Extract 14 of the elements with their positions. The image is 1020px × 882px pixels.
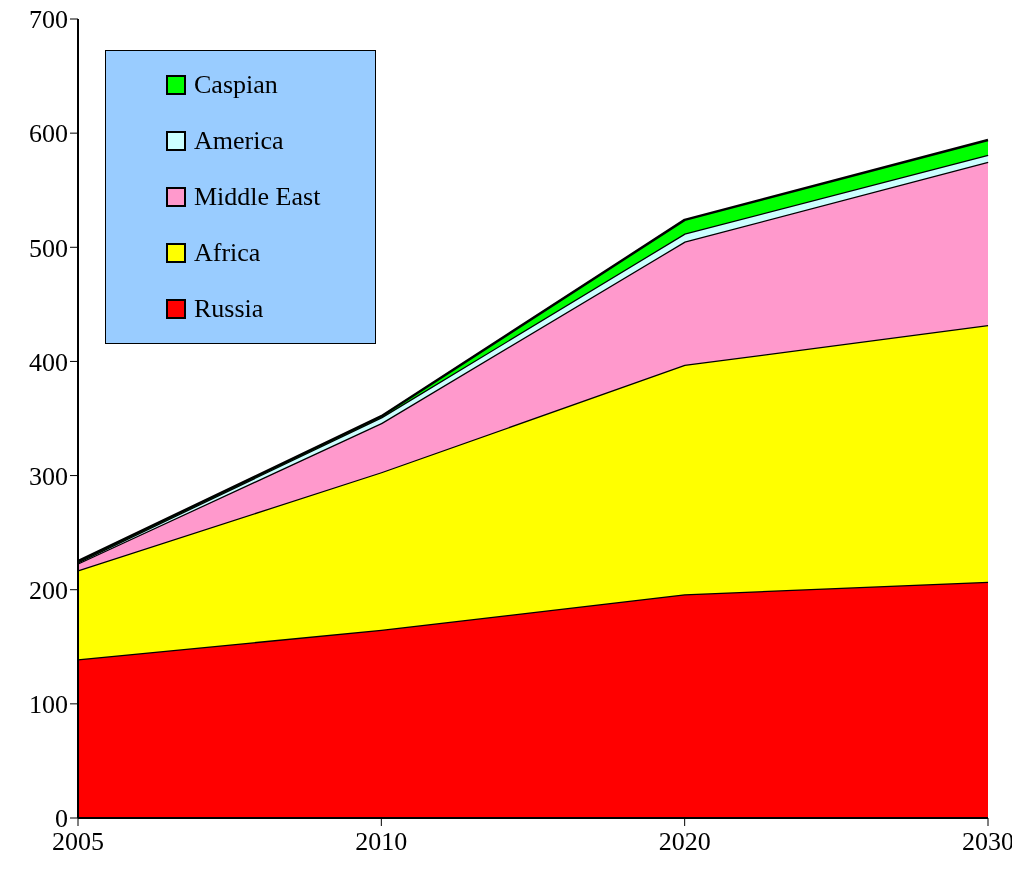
y-tick-label: 100 [29,690,68,720]
y-tick-label: 300 [29,461,68,491]
legend-label: America [194,126,284,156]
y-tick-label: 200 [29,575,68,605]
x-tick-label: 2010 [355,827,408,857]
y-tick-label: 700 [29,5,68,35]
legend-label: Africa [194,238,261,268]
y-tick-label: 400 [29,347,68,377]
y-tick-label: 500 [29,233,68,263]
y-tick-label: 600 [29,119,68,149]
x-tick-label: 2020 [658,827,711,857]
legend-label: Middle East [194,182,321,212]
legend-label: Russia [194,294,264,324]
legend-label: Caspian [194,70,278,100]
